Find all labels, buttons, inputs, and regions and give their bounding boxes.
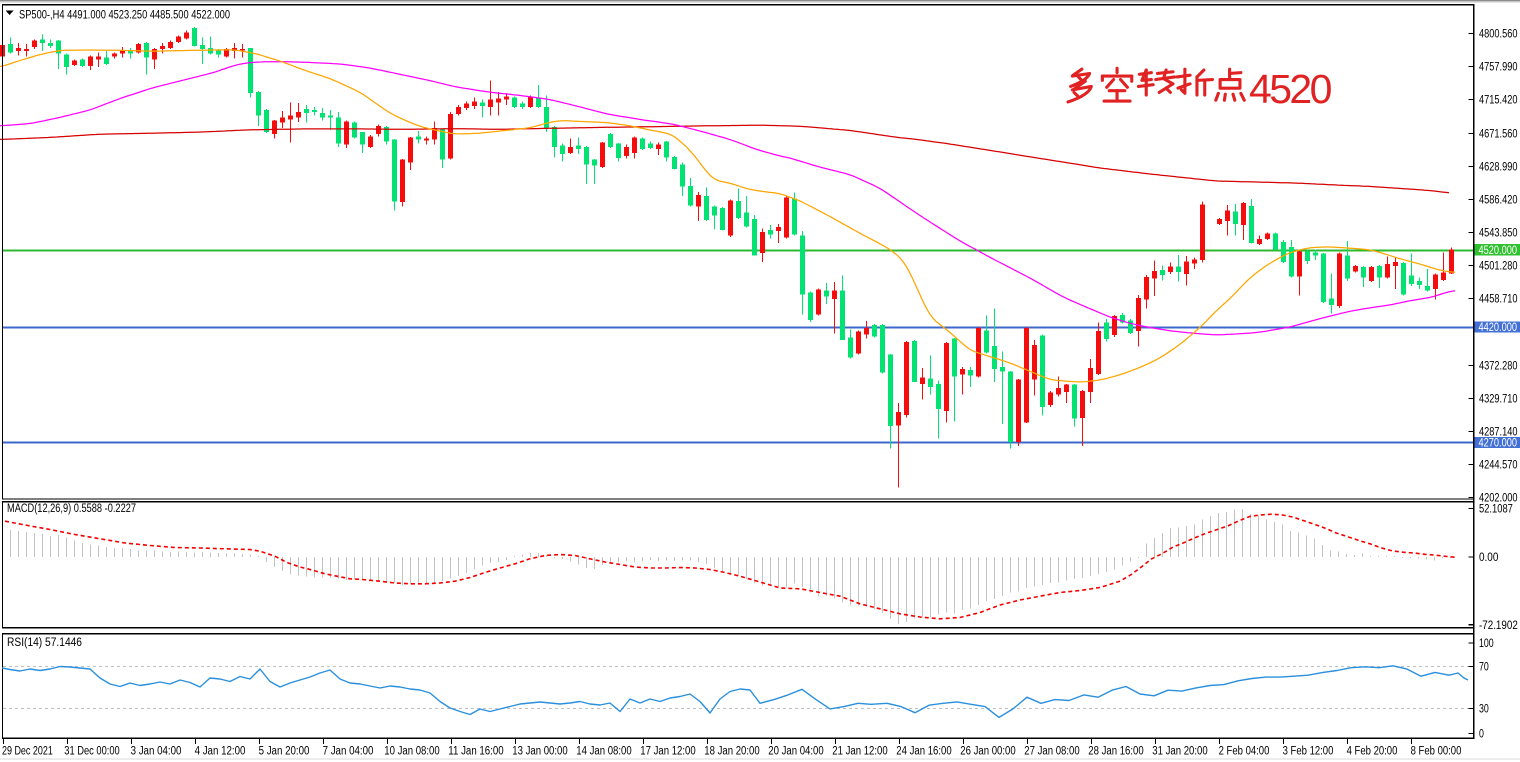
svg-text:4 Jan 12:00: 4 Jan 12:00: [195, 746, 246, 758]
svg-text:4 Feb 20:00: 4 Feb 20:00: [1347, 746, 1398, 758]
svg-text:SP500-,H4 4491.000 4523.250 4: SP500-,H4 4491.000 4523.250 4485.500 452…: [19, 10, 230, 22]
svg-text:4202.000: 4202.000: [1479, 493, 1518, 505]
svg-text:3 Jan 04:00: 3 Jan 04:00: [131, 746, 182, 758]
svg-text:0.00: 0.00: [1479, 552, 1498, 564]
svg-text:24 Jan 16:00: 24 Jan 16:00: [896, 746, 951, 758]
svg-text:4543.850: 4543.850: [1479, 228, 1518, 240]
svg-text:27 Jan 08:00: 27 Jan 08:00: [1024, 746, 1079, 758]
svg-text:29 Dec 2021: 29 Dec 2021: [2, 746, 53, 758]
svg-text:4800.560: 4800.560: [1479, 29, 1518, 41]
svg-text:26 Jan 00:00: 26 Jan 00:00: [960, 746, 1015, 758]
svg-text:11 Jan 16:00: 11 Jan 16:00: [448, 746, 503, 758]
svg-text:RSI(14) 57.1446: RSI(14) 57.1446: [7, 637, 82, 649]
svg-text:17 Jan 12:00: 17 Jan 12:00: [640, 746, 695, 758]
svg-text:2 Feb 04:00: 2 Feb 04:00: [1219, 746, 1270, 758]
svg-text:4628.990: 4628.990: [1479, 162, 1518, 174]
svg-text:3 Feb 12:00: 3 Feb 12:00: [1283, 746, 1334, 758]
svg-text:4501.280: 4501.280: [1479, 261, 1518, 273]
svg-text:4372.280: 4372.280: [1479, 361, 1518, 373]
svg-text:4420.000: 4420.000: [1479, 322, 1518, 334]
svg-text:-72.1902: -72.1902: [1479, 620, 1518, 632]
svg-text:0: 0: [1479, 729, 1484, 741]
svg-text:4671.560: 4671.560: [1479, 129, 1518, 141]
svg-text:14 Jan 08:00: 14 Jan 08:00: [576, 746, 631, 758]
svg-text:4458.710: 4458.710: [1479, 294, 1518, 306]
svg-text:10 Jan 08:00: 10 Jan 08:00: [384, 746, 439, 758]
svg-text:31 Jan 20:00: 31 Jan 20:00: [1152, 746, 1207, 758]
svg-text:31 Dec 00:00: 31 Dec 00:00: [64, 746, 119, 758]
svg-text:MACD(12,26,9) 0.5588 -0.2227: MACD(12,26,9) 0.5588 -0.2227: [7, 503, 136, 515]
svg-text:70: 70: [1479, 662, 1489, 674]
svg-text:4520.000: 4520.000: [1479, 245, 1518, 257]
svg-text:4586.420: 4586.420: [1479, 195, 1518, 207]
svg-text:4287.140: 4287.140: [1479, 427, 1518, 439]
svg-text:30: 30: [1479, 704, 1489, 716]
svg-text:100: 100: [1479, 638, 1494, 650]
svg-text:4270.000: 4270.000: [1479, 438, 1518, 450]
svg-text:4757.990: 4757.990: [1479, 62, 1518, 74]
svg-text:8 Feb 00:00: 8 Feb 00:00: [1411, 746, 1462, 758]
svg-text:52.1087: 52.1087: [1479, 504, 1513, 516]
svg-text:4329.710: 4329.710: [1479, 394, 1518, 406]
svg-text:18 Jan 20:00: 18 Jan 20:00: [704, 746, 759, 758]
svg-text:5 Jan 20:00: 5 Jan 20:00: [259, 746, 310, 758]
svg-text:4244.570: 4244.570: [1479, 460, 1518, 472]
svg-text:7 Jan 04:00: 7 Jan 04:00: [323, 746, 374, 758]
svg-text:4520: 4520: [1249, 66, 1332, 112]
svg-text:4715.420: 4715.420: [1479, 95, 1518, 107]
svg-text:20 Jan 04:00: 20 Jan 04:00: [768, 746, 823, 758]
svg-text:21 Jan 12:00: 21 Jan 12:00: [832, 746, 887, 758]
svg-text:28 Jan 16:00: 28 Jan 16:00: [1088, 746, 1143, 758]
svg-text:13 Jan 00:00: 13 Jan 00:00: [512, 746, 567, 758]
